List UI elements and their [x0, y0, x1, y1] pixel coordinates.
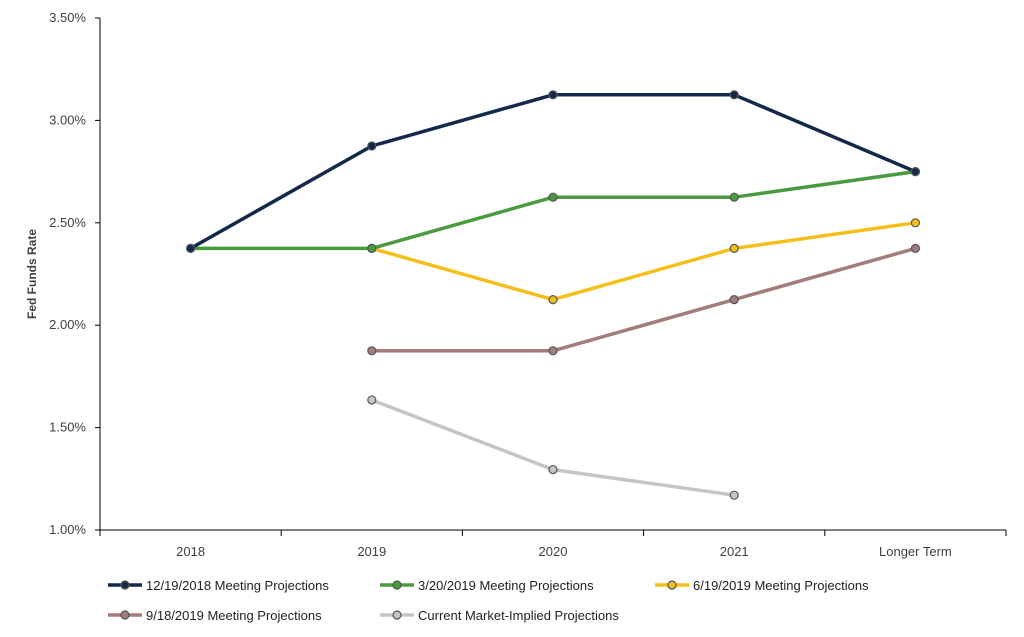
y-tick-label: 2.50%	[49, 215, 86, 230]
data-point	[367, 141, 377, 151]
x-tick-label: 2019	[357, 544, 386, 559]
x-tick-label: 2018	[176, 544, 205, 559]
data-point	[729, 490, 739, 500]
series-line	[370, 246, 918, 353]
data-point	[729, 192, 739, 202]
y-tick-label: 1.50%	[49, 420, 86, 435]
series-line	[188, 93, 918, 251]
data-point	[548, 90, 558, 100]
y-tick-label: 1.00%	[49, 522, 86, 537]
series-1	[186, 90, 921, 253]
legend-label: 3/20/2019 Meeting Projections	[418, 578, 594, 593]
legend-item: 3/20/2019 Meeting Projections	[380, 578, 594, 593]
legend-swatch-marker	[392, 610, 402, 620]
series-line	[370, 221, 918, 302]
legend-item: 6/19/2019 Meeting Projections	[655, 578, 869, 593]
legend-label: 6/19/2019 Meeting Projections	[693, 578, 869, 593]
legend-swatch-marker	[120, 610, 130, 620]
data-point	[910, 243, 921, 253]
series-line	[370, 398, 736, 497]
data-point	[367, 243, 377, 253]
legend-item: 12/19/2018 Meeting Projections	[108, 578, 329, 593]
series-2	[186, 167, 921, 253]
data-point	[729, 90, 739, 100]
legend-swatch-marker	[120, 580, 130, 590]
legend-swatch-marker	[392, 580, 402, 590]
legend-item: Current Market-Implied Projections	[380, 608, 619, 623]
series-lines	[186, 90, 921, 500]
data-point	[548, 346, 558, 356]
y-tick-label: 3.50%	[49, 10, 86, 25]
data-point	[910, 218, 921, 228]
series-4	[367, 243, 921, 356]
data-point	[186, 243, 196, 253]
data-point	[729, 243, 739, 253]
x-tick-label: Longer Term	[879, 544, 952, 559]
y-tick-label: 2.00%	[49, 317, 86, 332]
data-point	[548, 295, 558, 305]
y-tick-label: 3.00%	[49, 112, 86, 127]
legend-label: 9/18/2019 Meeting Projections	[146, 608, 322, 623]
legend-swatch-marker	[667, 580, 677, 590]
data-point	[548, 192, 558, 202]
series-5	[367, 395, 739, 500]
data-point	[367, 346, 377, 356]
data-point	[729, 295, 739, 305]
legend: 12/19/2018 Meeting Projections 3/20/2019 …	[108, 578, 869, 623]
series-3	[367, 218, 921, 305]
legend-label: Current Market-Implied Projections	[418, 608, 619, 623]
y-axis-title: Fed Funds Rate	[25, 229, 39, 319]
data-point	[548, 464, 558, 475]
legend-item: 9/18/2019 Meeting Projections	[108, 608, 322, 623]
axes: 1.00% 1.50% 2.00% 2.50% 3.00% 3.50% 2018 2019 20…	[49, 10, 1007, 559]
legend-label: 12/19/2018 Meeting Projections	[146, 578, 329, 593]
data-point	[910, 167, 921, 177]
data-point	[367, 395, 377, 405]
x-tick-label: 2020	[539, 544, 568, 559]
x-tick-label: 2021	[720, 544, 749, 559]
